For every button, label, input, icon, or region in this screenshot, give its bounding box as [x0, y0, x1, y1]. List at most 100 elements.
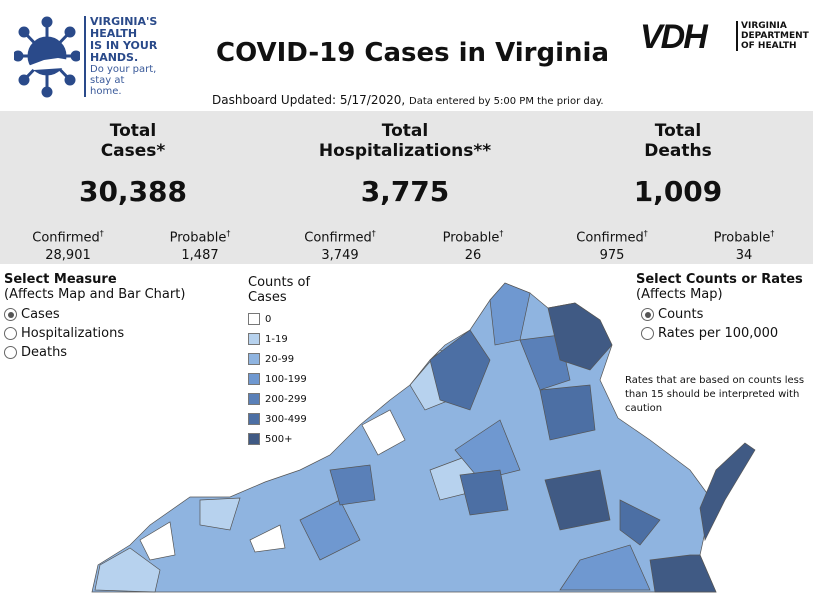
county-region — [489, 282, 531, 346]
sub-label: Probable — [713, 230, 771, 246]
measure-option-hospitalizations[interactable]: Hospitalizations — [4, 324, 185, 343]
dagger: † — [99, 229, 104, 238]
vdh-sub: OF HEALTH — [741, 41, 797, 51]
sub-label: Probable — [442, 230, 500, 246]
total-cases: Total Cases* 30,388 — [33, 121, 233, 208]
dagger: † — [770, 229, 775, 238]
legend-item: 1-19 — [248, 329, 310, 349]
dagger: † — [643, 229, 648, 238]
county-region — [544, 469, 611, 531]
county-region — [361, 409, 406, 456]
county-region — [559, 544, 651, 591]
stat-label: Hospitalizations** — [318, 141, 492, 161]
counts-rates-panel: Select Counts or Rates (Affects Map) Cou… — [636, 272, 803, 343]
total-hospitalizations: Total Hospitalizations** 3,775 — [305, 121, 505, 208]
vdh-logo-text: VDH — [640, 18, 708, 56]
county-region — [619, 499, 661, 546]
option-label: Deaths — [21, 345, 68, 360]
logo-line: HANDS. — [90, 51, 139, 64]
vdh-sub: DEPARTMENT — [741, 31, 809, 41]
legend-label: 1-19 — [265, 333, 288, 345]
vdh-sub: VIRGINIA — [741, 21, 787, 31]
radio-icon[interactable] — [4, 327, 17, 340]
county-region — [299, 499, 361, 561]
sub-label: Confirmed — [576, 230, 644, 246]
legend-swatch — [248, 393, 260, 405]
legend-label: 300-499 — [265, 413, 307, 425]
sub-value: 34 — [735, 248, 753, 264]
option-counts[interactable]: Counts — [641, 305, 803, 324]
legend-swatch — [248, 433, 260, 445]
logo-subline: Do your part, — [90, 64, 157, 75]
stat-value: 1,009 — [633, 175, 723, 208]
measure-option-deaths[interactable]: Deaths — [4, 343, 185, 362]
legend-swatch — [248, 333, 260, 345]
updated-note: Data entered by 5:00 PM the prior day. — [409, 96, 604, 107]
stat-label: Total — [654, 121, 702, 141]
page-title: COVID-19 Cases in Virginia — [216, 38, 609, 68]
option-label: Rates per 100,000 — [658, 326, 779, 341]
stat-value: 30,388 — [78, 175, 188, 208]
county-region — [429, 329, 491, 411]
county-region — [649, 554, 717, 593]
sub-value: 1,487 — [181, 248, 219, 264]
county-region — [454, 419, 521, 481]
radio-selected-icon[interactable] — [4, 308, 17, 321]
logo-subline: stay at home. — [90, 75, 125, 97]
hosp-probable: Probable† 26 — [418, 225, 528, 265]
legend-swatch — [248, 413, 260, 425]
logo-line: HEALTH — [90, 27, 138, 40]
measure-title: Select Measure — [4, 272, 117, 287]
measure-subtitle: (Affects Map and Bar Chart) — [4, 287, 186, 302]
cases-probable: Probable† 1,487 — [145, 225, 255, 265]
county-region — [459, 469, 509, 516]
dagger: † — [226, 229, 231, 238]
legend-swatch — [248, 313, 260, 325]
radio-icon[interactable] — [4, 346, 17, 359]
county-region — [199, 497, 241, 531]
legend-item: 100-199 — [248, 369, 310, 389]
counts-rates-subtitle: (Affects Map) — [636, 287, 723, 302]
legend-item: 500+ — [248, 429, 310, 449]
updated-date: Dashboard Updated: 5/17/2020, — [212, 93, 406, 107]
stat-value: 3,775 — [360, 175, 450, 208]
sub-value: 3,749 — [321, 248, 359, 264]
legend-item: 20-99 — [248, 349, 310, 369]
legend-title: Cases — [248, 290, 287, 305]
county-region — [94, 547, 161, 593]
legend-item: 200-299 — [248, 389, 310, 409]
measure-option-cases[interactable]: Cases — [4, 305, 185, 324]
dagger: † — [371, 229, 376, 238]
legend-label: 100-199 — [265, 373, 307, 385]
radio-selected-icon[interactable] — [641, 308, 654, 321]
total-deaths: Total Deaths 1,009 — [578, 121, 778, 208]
counts-rates-title: Select Counts or Rates — [636, 272, 803, 287]
radio-icon[interactable] — [641, 327, 654, 340]
stat-label: Total — [109, 121, 157, 141]
virginia-health-logo: VIRGINIA'S HEALTH IS IN YOUR HANDS. Do y… — [12, 14, 158, 99]
stat-label: Deaths — [644, 141, 712, 161]
county-region — [139, 521, 176, 561]
legend-swatch — [248, 353, 260, 365]
deaths-confirmed: Confirmed† 975 — [557, 225, 667, 265]
option-label: Counts — [658, 307, 704, 322]
logo-line: IS IN YOUR — [90, 39, 158, 52]
legend-label: 500+ — [265, 433, 293, 445]
cases-confirmed: Confirmed† 28,901 — [13, 225, 123, 265]
vdh-logo: VDH VIRGINIA DEPARTMENT OF HEALTH — [640, 18, 809, 58]
option-label: Cases — [21, 307, 60, 322]
eastern-shore — [699, 442, 756, 542]
county-region — [249, 524, 286, 553]
dashboard-updated: Dashboard Updated: 5/17/2020, Data enter… — [212, 93, 604, 107]
option-rates[interactable]: Rates per 100,000 — [641, 324, 803, 343]
legend-label: 200-299 — [265, 393, 307, 405]
option-label: Hospitalizations — [21, 326, 125, 341]
virus-icon — [12, 16, 82, 98]
county-region — [539, 384, 596, 441]
legend-item: 300-499 — [248, 409, 310, 429]
legend-item: 0 — [248, 309, 310, 329]
dagger: † — [499, 229, 504, 238]
logo-line: VIRGINIA'S — [90, 15, 158, 28]
hosp-confirmed: Confirmed† 3,749 — [285, 225, 395, 265]
